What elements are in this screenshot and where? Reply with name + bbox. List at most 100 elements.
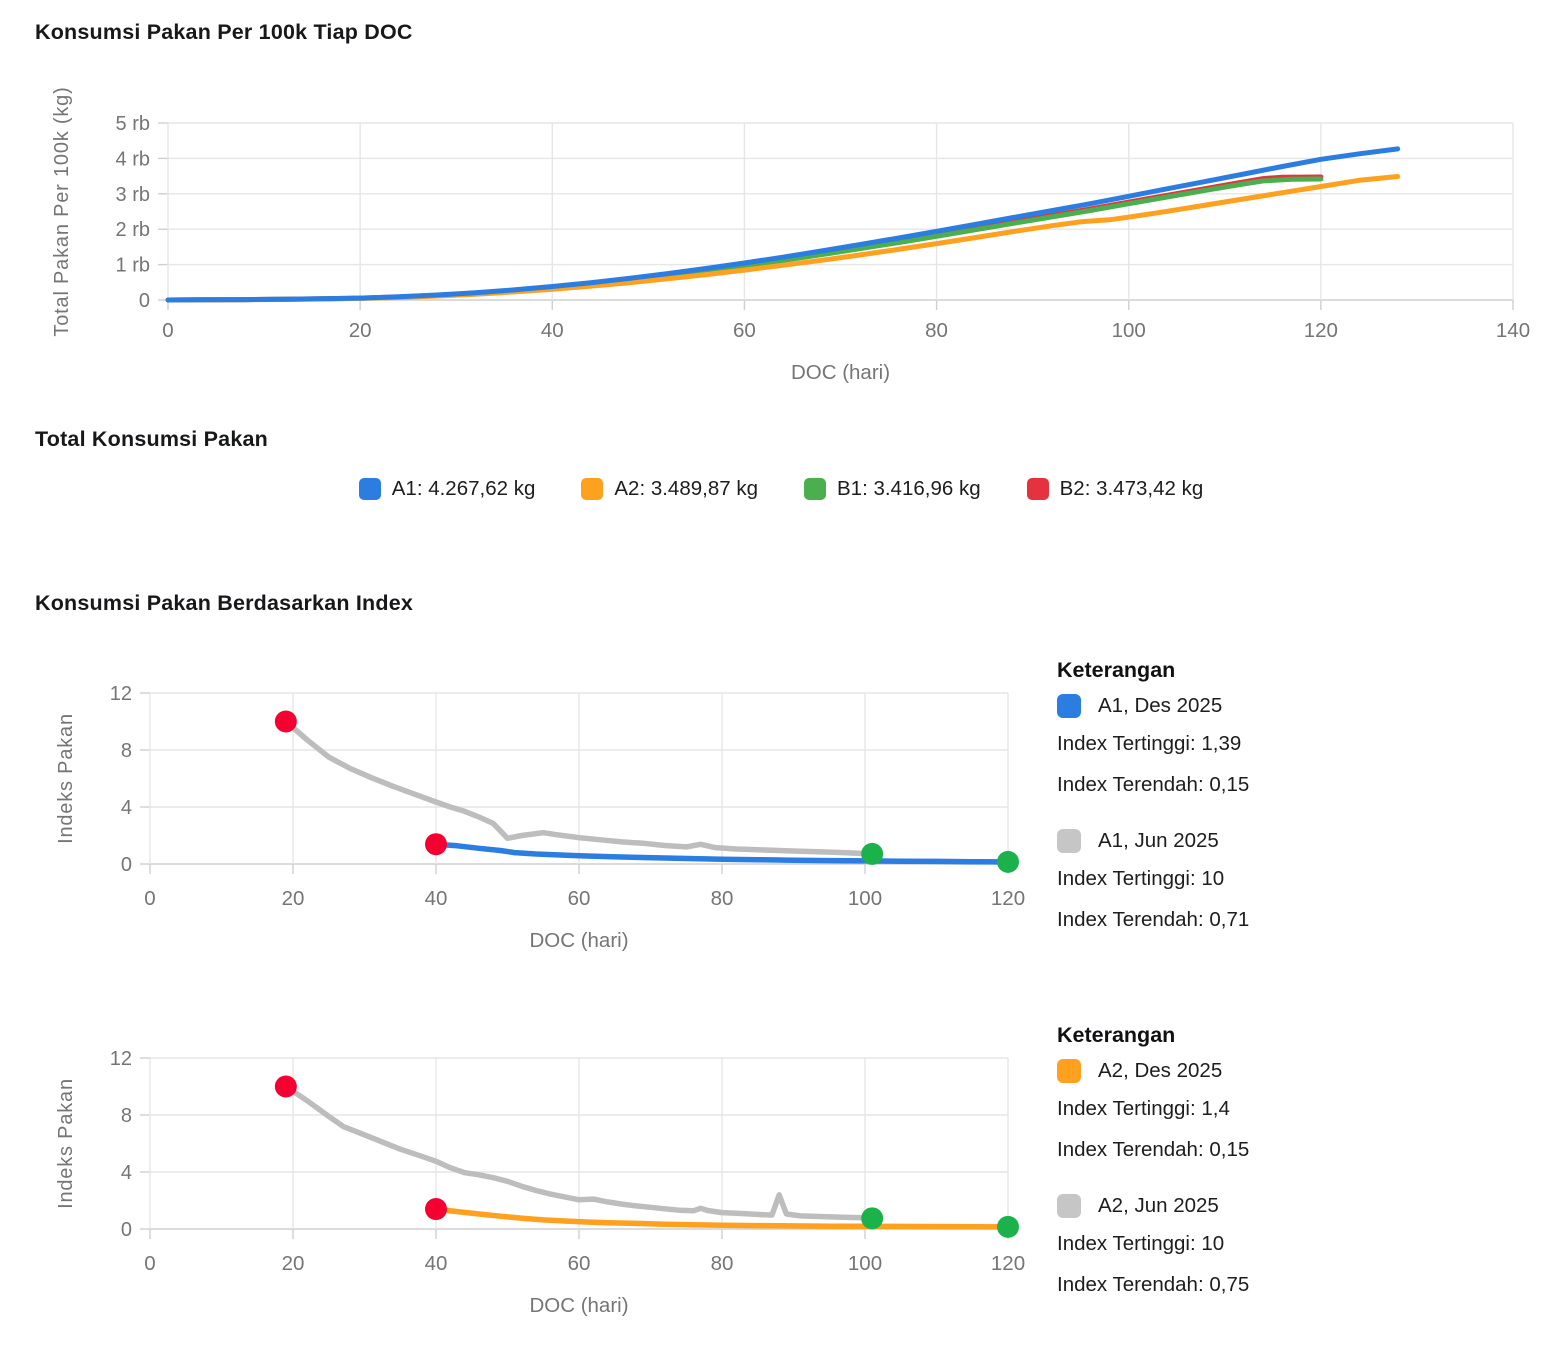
keterangan-series-row: A2, Des 2025: [1057, 1059, 1547, 1083]
keterangan-stat: Index Terendah: 0,71: [1057, 908, 1250, 931]
x-tick-label: 120: [1304, 319, 1338, 342]
keterangan-items: A2, Des 2025 Index Tertinggi: 1,4 Index Te…: [1057, 1059, 1547, 1305]
index-terendah-marker: [997, 850, 1019, 873]
chart-canvas: 0 1 rb 2 rb 3 rb 4 rb 5 rb 0 20 40 60 80 100 120 140 T…: [51, 86, 1530, 384]
x-tick-label: 20: [349, 319, 372, 342]
keterangan-series-row: A2, Jun 2025: [1057, 1194, 1547, 1218]
x-tick-label: 20: [282, 887, 305, 910]
keterangan-series-row: A1, Jun 2025: [1057, 829, 1547, 853]
x-tick-label: 80: [711, 1252, 734, 1275]
y-tick-label: 4: [121, 797, 132, 819]
total-legend-item: B1: 3.416,96 kg: [804, 477, 981, 501]
y-tick-label: 12: [110, 1048, 132, 1070]
x-tick-label: 120: [991, 887, 1025, 910]
index-chart-a2: 0 4 8 12 0 20 40 60 80 100 120 Indeks Pakan DOC (har…: [0, 1020, 1040, 1332]
keterangan-stat: Index Terendah: 0,75: [1057, 1273, 1250, 1296]
keterangan-title: Keterangan: [1057, 658, 1176, 682]
y-tick-label: 0: [121, 1219, 132, 1241]
x-tick-label: 120: [991, 1252, 1025, 1275]
y-tick-label: 0: [121, 854, 132, 876]
y-tick-label: 1 rb: [116, 255, 150, 277]
x-tick-label: 60: [568, 1252, 591, 1275]
x-tick-label: 40: [425, 887, 448, 910]
index-terendah-marker: [997, 1215, 1019, 1238]
keterangan-series-label: A1, Jun 2025: [1098, 829, 1219, 852]
keterangan-stat: Index Terendah: 0,15: [1057, 1138, 1250, 1161]
y-tick-label: 2 rb: [116, 219, 150, 241]
index-chart-a1: 0 4 8 12 0 20 40 60 80 100 120 Indeks Pakan DOC (har…: [0, 655, 1040, 967]
x-tick-label: 20: [282, 1252, 305, 1275]
series-line-a1: [165, 146, 1401, 303]
x-tick-label: 60: [568, 887, 591, 910]
series-line-a1-jun-2025: [283, 718, 875, 857]
legend-label: A1: 4.267,62 kg: [391, 477, 536, 500]
keterangan-a1: Keterangan A1, Des 2025 Index Tertinggi: …: [1057, 658, 1547, 964]
feed-per-100k-chart: 0 1 rb 2 rb 3 rb 4 rb 5 rb 0 20 40 60 80 100 120 140 T…: [0, 85, 1562, 397]
y-tick-label: 12: [110, 683, 132, 705]
legend-label: B2: 3.473,42 kg: [1059, 477, 1204, 500]
keterangan-series-row: A1, Des 2025: [1057, 694, 1547, 718]
keterangan-items: A1, Des 2025 Index Tertinggi: 1,39 Index T…: [1057, 694, 1547, 940]
keterangan-stat: Index Tertinggi: 10: [1057, 867, 1225, 890]
x-axis-label: DOC (hari): [791, 361, 890, 384]
legend-color-swatch: [581, 478, 604, 500]
y-tick-label: 5 rb: [116, 113, 150, 135]
legend-color-swatch: [1057, 694, 1081, 718]
keterangan-series-label: A2, Jun 2025: [1098, 1194, 1219, 1217]
index-terendah-marker: [861, 842, 884, 865]
legend-label: A2: 3.489,87 kg: [614, 477, 758, 500]
x-axis-label: DOC (hari): [529, 1294, 628, 1317]
keterangan-stat: Index Tertinggi: 10: [1057, 1232, 1225, 1255]
series-line-a1-des-2025: [433, 841, 1011, 865]
y-tick-label: 4: [121, 1162, 132, 1184]
keterangan-stat: Index Terendah: 0,15: [1057, 773, 1250, 796]
legend-color-swatch: [1057, 1194, 1081, 1218]
x-axis-label: DOC (hari): [529, 929, 628, 952]
x-tick-label: 140: [1496, 319, 1530, 342]
series-line-a2-jun-2025: [283, 1083, 875, 1221]
index-tertinggi-marker: [425, 833, 447, 856]
x-tick-label: 0: [162, 319, 173, 342]
index-tertinggi-marker: [425, 1198, 447, 1221]
page-title: Konsumsi Pakan Per 100k Tiap DOC: [35, 20, 413, 44]
x-tick-label: 80: [711, 887, 734, 910]
keterangan-item: A2, Des 2025 Index Tertinggi: 1,4 Index Te…: [1057, 1059, 1547, 1170]
legend-label: B1: 3.416,96 kg: [837, 477, 981, 500]
y-tick-label: 3 rb: [116, 184, 150, 206]
legend-color-swatch: [1057, 829, 1081, 853]
x-tick-label: 40: [541, 319, 564, 342]
x-tick-label: 100: [1112, 319, 1146, 342]
y-axis-label: Indeks Pakan: [55, 713, 77, 844]
legend-color-swatch: [1057, 1059, 1081, 1083]
keterangan-stat: Index Tertinggi: 1,39: [1057, 732, 1242, 755]
index-tertinggi-marker: [274, 1075, 297, 1098]
y-tick-label: 0: [139, 290, 150, 312]
series-line-a2: [165, 174, 1401, 303]
x-tick-label: 100: [848, 887, 882, 910]
total-konsumsi-legend: A1: 4.267,62 kg A2: 3.489,87 kg B1: 3.416,…: [0, 474, 1562, 504]
x-tick-label: 40: [425, 1252, 448, 1275]
x-tick-label: 0: [144, 887, 155, 910]
total-legend-item: A2: 3.489,87 kg: [581, 477, 758, 501]
x-tick-label: 80: [925, 319, 948, 342]
y-axis-label: Indeks Pakan: [55, 1078, 77, 1209]
keterangan-title: Keterangan: [1057, 1023, 1176, 1047]
keterangan-item: A1, Jun 2025 Index Tertinggi: 10 Index Ter…: [1057, 829, 1547, 940]
legend-color-swatch: [358, 478, 381, 500]
legend-color-swatch: [1026, 478, 1049, 500]
total-konsumsi-title: Total Konsumsi Pakan: [35, 427, 268, 451]
y-tick-label: 8: [121, 740, 132, 762]
keterangan-item: A2, Jun 2025 Index Tertinggi: 10 Index Ter…: [1057, 1194, 1547, 1305]
y-tick-label: 8: [121, 1105, 132, 1127]
index-terendah-marker: [861, 1207, 884, 1230]
keterangan-series-label: A2, Des 2025: [1098, 1059, 1223, 1082]
total-legend-item: A1: 4.267,62 kg: [358, 477, 536, 501]
keterangan-item: A1, Des 2025 Index Tertinggi: 1,39 Index T…: [1057, 694, 1547, 805]
index-section-title: Konsumsi Pakan Berdasarkan Index: [35, 591, 414, 615]
keterangan-a2: Keterangan A2, Des 2025 Index Tertinggi: …: [1057, 1023, 1547, 1329]
y-axis-label: Total Pakan Per 100k (kg): [51, 86, 73, 336]
total-legend-item: B2: 3.473,42 kg: [1026, 477, 1204, 501]
x-tick-label: 60: [733, 319, 756, 342]
